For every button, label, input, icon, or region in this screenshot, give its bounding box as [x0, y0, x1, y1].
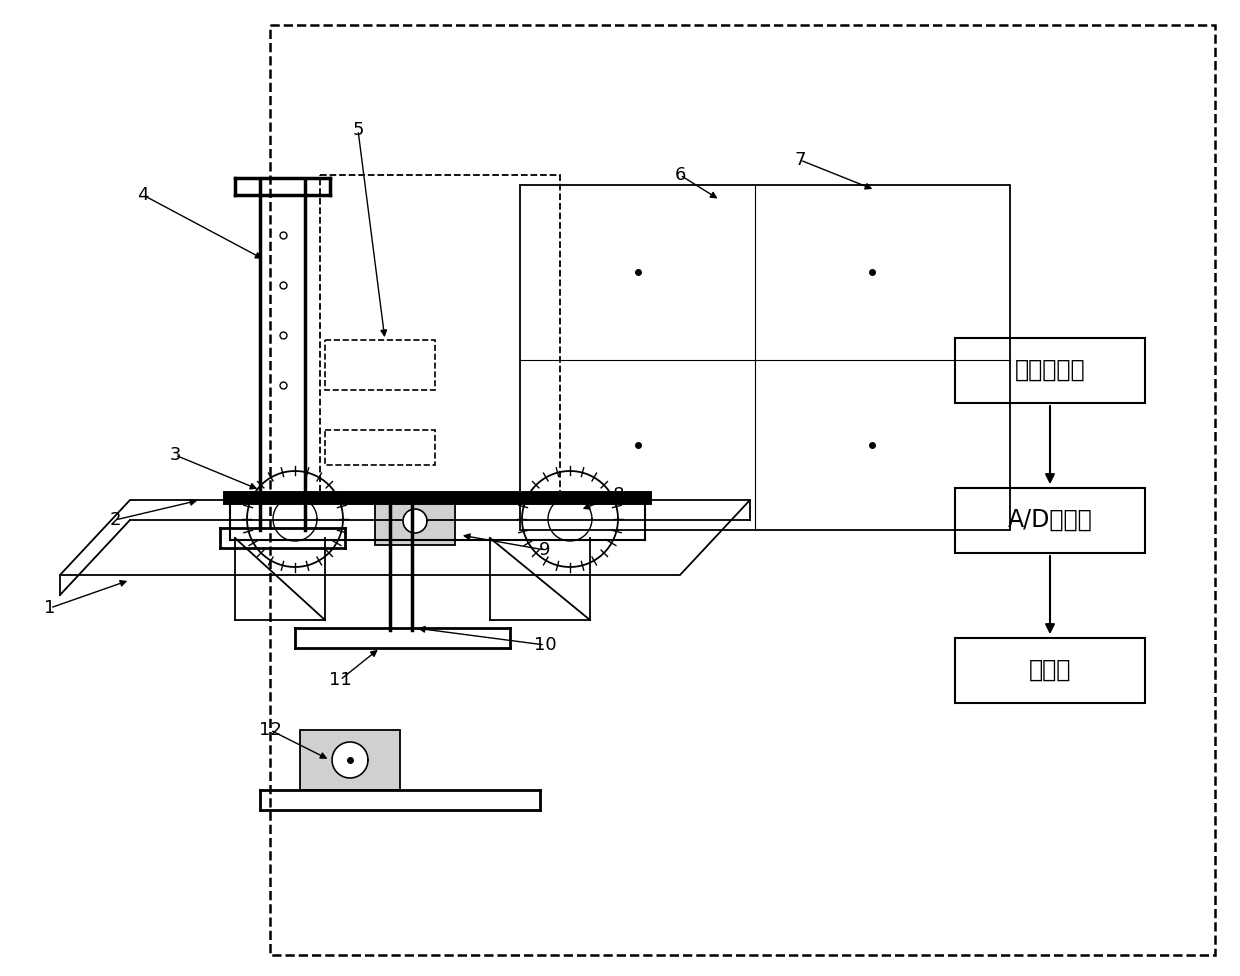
Polygon shape	[332, 742, 368, 778]
Text: 8: 8	[613, 486, 624, 504]
Text: 计算机: 计算机	[1029, 658, 1071, 682]
Text: 9: 9	[539, 541, 551, 559]
Text: 5: 5	[352, 121, 363, 139]
Text: 12: 12	[259, 721, 281, 739]
Bar	[325, 430, 435, 465]
Text: 电荷放大器: 电荷放大器	[1014, 358, 1085, 382]
Text: 2: 2	[109, 511, 120, 529]
Bar	[374, 498, 455, 545]
Bar	[320, 175, 560, 500]
Bar	[300, 730, 401, 790]
Bar	[955, 338, 1145, 402]
Text: 7: 7	[795, 151, 806, 169]
Bar	[270, 25, 1215, 955]
Text: 3: 3	[169, 446, 181, 464]
Polygon shape	[403, 509, 427, 533]
Text: 6: 6	[675, 166, 686, 184]
Bar	[325, 340, 435, 390]
Text: 4: 4	[138, 186, 149, 204]
Text: A/D转换卡: A/D转换卡	[1008, 508, 1092, 532]
Text: 1: 1	[45, 599, 56, 617]
Text: 11: 11	[329, 671, 351, 689]
Bar	[955, 487, 1145, 552]
Text: 10: 10	[533, 636, 557, 654]
Bar	[955, 637, 1145, 703]
